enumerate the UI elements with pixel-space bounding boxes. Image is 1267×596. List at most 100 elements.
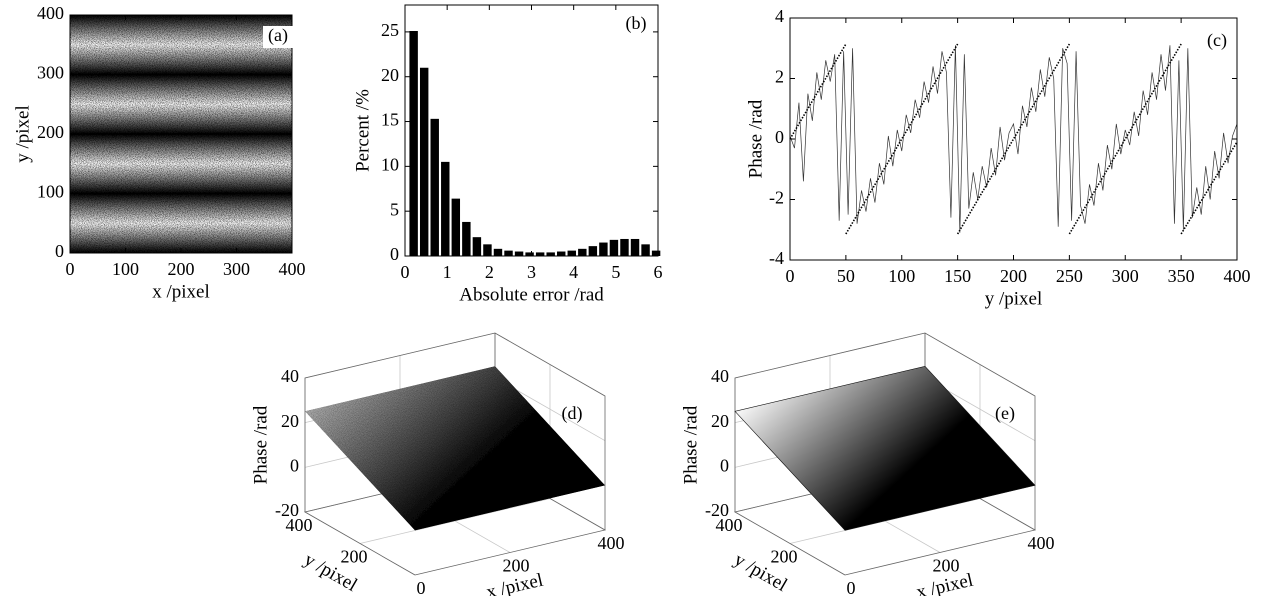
y-tick-label: 0 <box>775 127 784 147</box>
x-tick-label: 400 <box>598 533 625 553</box>
panel-label: (a) <box>268 25 288 46</box>
x-tick-label: 2 <box>485 262 494 282</box>
x-tick-label: 6 <box>654 262 663 282</box>
histogram-bar <box>546 252 555 256</box>
y-tick-label: 300 <box>37 63 64 83</box>
x-tick-label: 100 <box>112 259 139 279</box>
y-axis-label: Phase /rad <box>745 99 766 178</box>
y-axis-label: y /pixel <box>12 105 33 163</box>
x-tick-label: 50 <box>837 266 855 286</box>
histogram-bar <box>472 237 482 256</box>
histogram-bar <box>462 221 471 256</box>
histogram-bar <box>493 248 503 256</box>
panel-label: (c) <box>1207 30 1227 51</box>
histogram-bar <box>451 198 461 256</box>
z-tick-label: 20 <box>281 411 299 431</box>
histogram-bar <box>651 250 661 256</box>
x-tick-label: 0 <box>401 262 410 282</box>
histogram-bar <box>557 251 566 256</box>
y-tick-label: 200 <box>771 547 798 567</box>
z-tick-label: 0 <box>720 455 729 475</box>
histogram-bar <box>567 250 576 256</box>
y-tick-label: 5 <box>390 199 399 219</box>
histogram-bar <box>609 239 619 256</box>
x-tick-label: 400 <box>1224 266 1251 286</box>
histogram-bar <box>588 246 598 256</box>
x-tick-label: 350 <box>1168 266 1195 286</box>
x-tick-label: 200 <box>933 556 960 576</box>
x-tick-label: 0 <box>417 578 426 596</box>
panel-label: (d) <box>562 403 583 424</box>
y-tick-label: 10 <box>381 154 399 174</box>
y-tick-label: 25 <box>381 20 399 40</box>
y-tick-label: 0 <box>55 241 64 261</box>
y-tick-label: 400 <box>286 515 313 535</box>
histogram-bar <box>504 250 513 256</box>
x-tick-label: 400 <box>1028 533 1055 553</box>
panel-label: (e) <box>995 403 1015 424</box>
z-axis-label: Phase /rad <box>250 405 271 484</box>
x-tick-label: 250 <box>1056 266 1083 286</box>
z-tick-label: -20 <box>275 500 299 520</box>
z-tick-label: 20 <box>711 411 729 431</box>
y-tick-label: 400 <box>37 3 64 23</box>
z-tick-label: -20 <box>705 500 729 520</box>
x-tick-label: 200 <box>1000 266 1027 286</box>
fringe-image <box>70 15 292 253</box>
y-axis-label: Percent /% <box>352 89 373 172</box>
x-tick-label: 200 <box>168 259 195 279</box>
x-axis-label: Absolute error /rad <box>459 284 604 305</box>
y-tick-label: 2 <box>775 67 784 87</box>
histogram-bar <box>620 238 629 256</box>
histogram-bar <box>599 242 608 256</box>
x-tick-label: 0 <box>66 259 75 279</box>
panel-label: (b) <box>626 13 647 34</box>
x-tick-label: 1 <box>443 262 452 282</box>
x-tick-label: 400 <box>279 259 306 279</box>
z-tick-label: 0 <box>290 455 299 475</box>
x-tick-label: 300 <box>1112 266 1139 286</box>
histogram-bar <box>578 248 587 256</box>
y-tick-label: 20 <box>381 65 399 85</box>
y-tick-label: 200 <box>37 122 64 142</box>
x-tick-label: 0 <box>847 578 856 596</box>
y-tick-label: 200 <box>341 547 368 567</box>
histogram-bar <box>535 252 545 256</box>
histogram-bar <box>419 67 429 256</box>
histogram-bar <box>441 161 450 256</box>
y-tick-label: 4 <box>775 6 784 26</box>
x-axis-label: x /pixel <box>152 281 210 302</box>
phase-surface <box>734 365 1036 531</box>
x-tick-label: 3 <box>527 262 536 282</box>
y-tick-label: 15 <box>381 110 399 130</box>
z-axis-label: Phase /rad <box>680 405 701 484</box>
x-tick-label: 200 <box>503 556 530 576</box>
x-tick-label: 0 <box>786 266 795 286</box>
histogram-bar <box>514 251 524 256</box>
y-tick-label: 400 <box>716 515 743 535</box>
y-tick-label: 100 <box>37 182 64 202</box>
x-tick-label: 4 <box>569 262 578 282</box>
histogram-bar <box>641 244 650 256</box>
x-tick-label: 150 <box>944 266 971 286</box>
x-tick-label: 100 <box>888 266 915 286</box>
x-axis-label: y /pixel <box>985 288 1043 309</box>
y-tick-label: 0 <box>390 244 399 264</box>
panel-label-background <box>263 26 293 48</box>
phase-surface <box>305 366 605 531</box>
y-tick-label: -2 <box>769 188 784 208</box>
x-tick-label: 300 <box>223 259 250 279</box>
x-tick-label: 5 <box>611 262 620 282</box>
histogram-bar <box>409 30 418 256</box>
z-tick-label: 40 <box>281 366 299 386</box>
measured-line <box>789 45 1238 233</box>
histogram-bar <box>483 244 492 256</box>
histogram-bar <box>430 118 439 256</box>
z-tick-label: 40 <box>711 366 729 386</box>
reference-line <box>789 43 1238 235</box>
histogram-bar <box>525 252 534 256</box>
y-tick-label: -4 <box>769 248 784 268</box>
